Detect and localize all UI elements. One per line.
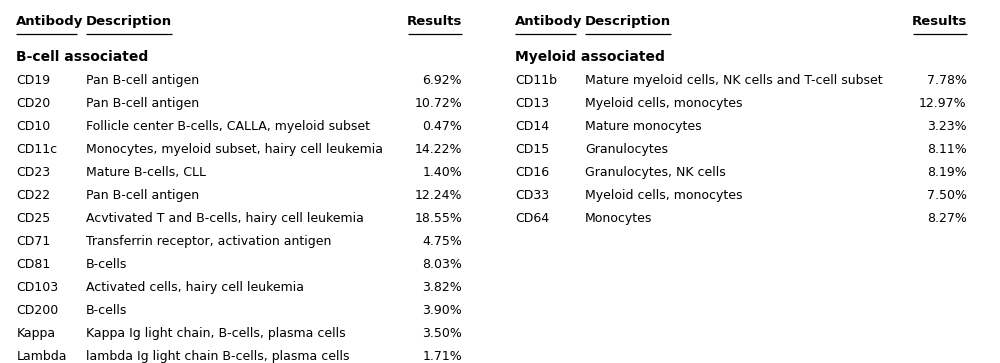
Text: 8.11%: 8.11%: [927, 143, 967, 156]
Text: Myeloid cells, monocytes: Myeloid cells, monocytes: [585, 97, 742, 110]
Text: Antibody: Antibody: [16, 15, 84, 28]
Text: Follicle center B-cells, CALLA, myeloid subset: Follicle center B-cells, CALLA, myeloid …: [86, 120, 370, 133]
Text: Pan B-cell antigen: Pan B-cell antigen: [86, 97, 199, 110]
Text: 8.19%: 8.19%: [927, 166, 967, 179]
Text: CD10: CD10: [16, 120, 51, 133]
Text: 3.23%: 3.23%: [927, 120, 967, 133]
Text: B-cell associated: B-cell associated: [16, 49, 149, 64]
Text: Myeloid cells, monocytes: Myeloid cells, monocytes: [585, 189, 742, 202]
Text: 3.50%: 3.50%: [422, 327, 462, 340]
Text: CD19: CD19: [16, 74, 50, 87]
Text: Monocytes: Monocytes: [585, 212, 652, 225]
Text: CD16: CD16: [515, 166, 549, 179]
Text: CD11c: CD11c: [16, 143, 57, 156]
Text: Monocytes, myeloid subset, hairy cell leukemia: Monocytes, myeloid subset, hairy cell le…: [86, 143, 383, 156]
Text: Description: Description: [86, 15, 172, 28]
Text: CD25: CD25: [16, 212, 51, 225]
Text: CD13: CD13: [515, 97, 549, 110]
Text: Pan B-cell antigen: Pan B-cell antigen: [86, 189, 199, 202]
Text: 6.92%: 6.92%: [422, 74, 462, 87]
Text: 4.75%: 4.75%: [422, 235, 462, 248]
Text: 7.78%: 7.78%: [927, 74, 967, 87]
Text: lambda Ig light chain B-cells, plasma cells: lambda Ig light chain B-cells, plasma ce…: [86, 350, 350, 363]
Text: 18.55%: 18.55%: [414, 212, 462, 225]
Text: 14.22%: 14.22%: [415, 143, 462, 156]
Text: 12.24%: 12.24%: [415, 189, 462, 202]
Text: Granulocytes: Granulocytes: [585, 143, 668, 156]
Text: CD20: CD20: [16, 97, 51, 110]
Text: 3.90%: 3.90%: [422, 304, 462, 317]
Text: Mature B-cells, CLL: Mature B-cells, CLL: [86, 166, 206, 179]
Text: CD81: CD81: [16, 258, 51, 271]
Text: Myeloid associated: Myeloid associated: [515, 49, 665, 64]
Text: Transferrin receptor, activation antigen: Transferrin receptor, activation antigen: [86, 235, 332, 248]
Text: Results: Results: [911, 15, 967, 28]
Text: B-cells: B-cells: [86, 258, 128, 271]
Text: Acvtivated T and B-cells, hairy cell leukemia: Acvtivated T and B-cells, hairy cell leu…: [86, 212, 364, 225]
Text: CD103: CD103: [16, 281, 58, 294]
Text: Kappa: Kappa: [16, 327, 55, 340]
Text: 0.47%: 0.47%: [422, 120, 462, 133]
Text: CD23: CD23: [16, 166, 50, 179]
Text: CD33: CD33: [515, 189, 549, 202]
Text: CD15: CD15: [515, 143, 549, 156]
Text: CD64: CD64: [515, 212, 549, 225]
Text: CD11b: CD11b: [515, 74, 557, 87]
Text: 10.72%: 10.72%: [414, 97, 462, 110]
Text: CD14: CD14: [515, 120, 549, 133]
Text: Mature myeloid cells, NK cells and T-cell subset: Mature myeloid cells, NK cells and T-cel…: [585, 74, 882, 87]
Text: Results: Results: [407, 15, 462, 28]
Text: B-cells: B-cells: [86, 304, 128, 317]
Text: 8.27%: 8.27%: [927, 212, 967, 225]
Text: CD200: CD200: [16, 304, 59, 317]
Text: 1.40%: 1.40%: [422, 166, 462, 179]
Text: Antibody: Antibody: [515, 15, 582, 28]
Text: 1.71%: 1.71%: [422, 350, 462, 363]
Text: Granulocytes, NK cells: Granulocytes, NK cells: [585, 166, 726, 179]
Text: Activated cells, hairy cell leukemia: Activated cells, hairy cell leukemia: [86, 281, 304, 294]
Text: 12.97%: 12.97%: [919, 97, 967, 110]
Text: 3.82%: 3.82%: [422, 281, 462, 294]
Text: Mature monocytes: Mature monocytes: [585, 120, 701, 133]
Text: CD71: CD71: [16, 235, 51, 248]
Text: Lambda: Lambda: [16, 350, 67, 363]
Text: Kappa Ig light chain, B-cells, plasma cells: Kappa Ig light chain, B-cells, plasma ce…: [86, 327, 346, 340]
Text: CD22: CD22: [16, 189, 50, 202]
Text: Description: Description: [585, 15, 671, 28]
Text: 7.50%: 7.50%: [927, 189, 967, 202]
Text: 8.03%: 8.03%: [422, 258, 462, 271]
Text: Pan B-cell antigen: Pan B-cell antigen: [86, 74, 199, 87]
